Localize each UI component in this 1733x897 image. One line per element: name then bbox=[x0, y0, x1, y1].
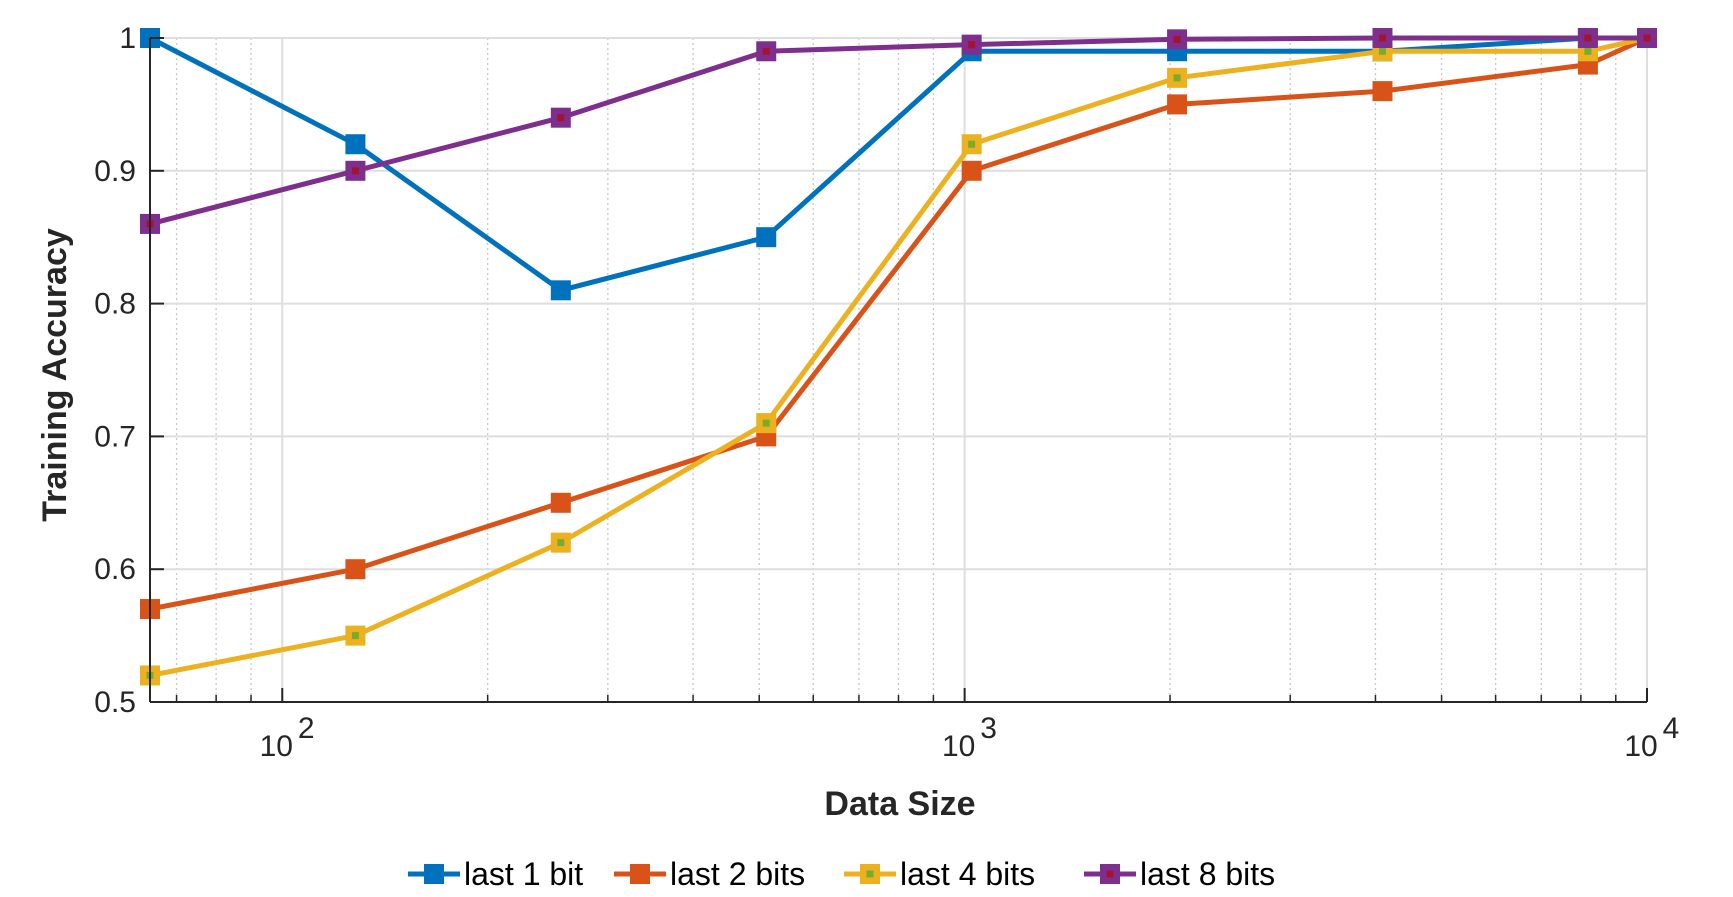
series-3 bbox=[140, 28, 1657, 686]
y-tick-label: 0.7 bbox=[94, 420, 136, 453]
data-point bbox=[756, 413, 777, 434]
data-point bbox=[550, 532, 571, 553]
data-point-marker bbox=[550, 280, 571, 301]
x-tick-base: 10 bbox=[260, 730, 293, 763]
legend-label: last 4 bits bbox=[900, 856, 1035, 892]
x-tick-base: 10 bbox=[942, 730, 975, 763]
data-point-center bbox=[1378, 34, 1386, 42]
data-point bbox=[1167, 29, 1188, 50]
x-tick-exponent: 4 bbox=[1663, 712, 1680, 745]
x-tick-label: 103 bbox=[942, 712, 997, 763]
x-tick-label: 102 bbox=[260, 712, 315, 763]
data-point-center bbox=[351, 632, 359, 640]
series-4 bbox=[140, 28, 1657, 234]
legend-marker bbox=[424, 864, 444, 884]
data-point bbox=[1577, 28, 1598, 48]
legend-item-4: last 8 bits bbox=[1084, 856, 1275, 892]
data-point-center bbox=[1643, 34, 1651, 42]
x-tick-exponent: 3 bbox=[980, 712, 997, 745]
x-axis-title: Data Size bbox=[824, 785, 975, 823]
y-tick-label: 1 bbox=[119, 22, 136, 55]
x-tick-label: 104 bbox=[1624, 712, 1679, 763]
data-point-center bbox=[762, 47, 770, 55]
data-point-marker bbox=[345, 559, 366, 580]
x-tick-base: 10 bbox=[1624, 730, 1657, 763]
y-tick-label: 0.5 bbox=[94, 686, 136, 719]
axes-layer bbox=[149, 37, 1648, 703]
data-point-center bbox=[968, 140, 976, 148]
data-point bbox=[1372, 81, 1393, 102]
data-point-marker bbox=[756, 227, 777, 248]
data-point bbox=[1372, 28, 1393, 48]
data-point bbox=[756, 41, 777, 62]
legend-label: last 8 bits bbox=[1140, 856, 1275, 892]
y-tick-label: 0.6 bbox=[94, 553, 136, 586]
data-point bbox=[345, 134, 366, 155]
data-point bbox=[550, 492, 571, 513]
legend-marker bbox=[630, 864, 650, 884]
data-point-center bbox=[557, 539, 565, 547]
data-point-center bbox=[968, 41, 976, 49]
data-point bbox=[345, 625, 366, 646]
data-point-center bbox=[762, 419, 770, 427]
data-point-center bbox=[1173, 74, 1181, 82]
data-point bbox=[345, 160, 366, 181]
data-point-marker bbox=[345, 134, 366, 155]
data-point bbox=[550, 107, 571, 128]
legend-marker-center bbox=[1106, 870, 1114, 878]
minor-grid bbox=[175, 38, 1617, 702]
data-point bbox=[1637, 28, 1657, 48]
data-point bbox=[550, 280, 571, 301]
data-point bbox=[1167, 67, 1188, 88]
series-line bbox=[149, 35, 1647, 227]
data-point bbox=[961, 34, 982, 55]
x-tick-exponent: 2 bbox=[298, 712, 315, 745]
data-point-center bbox=[1584, 47, 1592, 55]
data-point-center bbox=[557, 114, 565, 122]
legend-label: last 1 bit bbox=[464, 856, 583, 892]
data-point-marker bbox=[550, 492, 571, 513]
legend-item-1: last 1 bit bbox=[408, 856, 583, 892]
legend-item-3: last 4 bits bbox=[844, 856, 1035, 892]
legend-item-2: last 2 bits bbox=[614, 856, 805, 892]
data-point bbox=[961, 160, 982, 181]
legend: last 1 bit last 2 bits last 4 bits last 8 b… bbox=[408, 856, 1275, 892]
y-tick-label: 0.9 bbox=[94, 155, 136, 188]
data-point-marker bbox=[1167, 94, 1188, 115]
data-point bbox=[345, 559, 366, 580]
y-tick-labels: 0.5 0.6 0.7 0.8 0.9 1 bbox=[94, 22, 136, 719]
legend-label: last 2 bits bbox=[670, 856, 805, 892]
data-point bbox=[1167, 94, 1188, 115]
data-point-center bbox=[1173, 35, 1181, 43]
data-point bbox=[961, 134, 982, 155]
data-point-marker bbox=[1372, 81, 1393, 102]
data-point bbox=[756, 227, 777, 248]
y-axis-title: Training Accuracy bbox=[36, 228, 74, 522]
data-point-center bbox=[1584, 34, 1592, 42]
data-point-center bbox=[1378, 47, 1386, 55]
major-grid bbox=[150, 37, 1648, 703]
legend-marker-center bbox=[866, 870, 874, 878]
series-layer bbox=[140, 28, 1657, 686]
y-tick-label: 0.8 bbox=[94, 288, 136, 321]
data-point-marker bbox=[961, 160, 982, 181]
data-point-center bbox=[351, 167, 359, 175]
